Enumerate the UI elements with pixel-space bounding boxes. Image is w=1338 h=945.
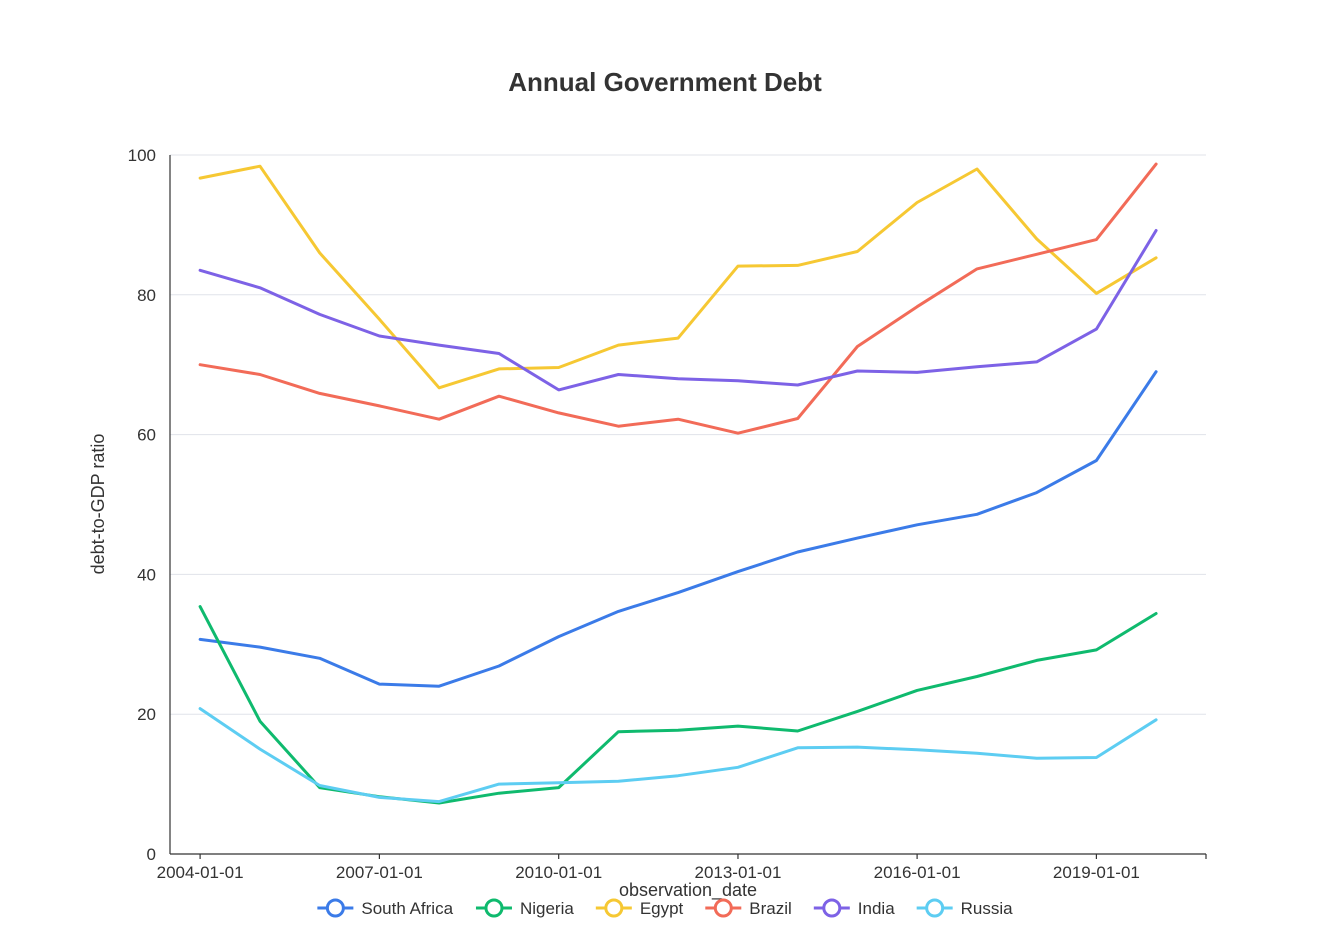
y-tick-label: 20 bbox=[137, 705, 156, 724]
y-axis-label: debt-to-GDP ratio bbox=[88, 434, 108, 575]
legend-item-russia[interactable]: Russia bbox=[916, 898, 1014, 918]
series-line-brazil bbox=[198, 162, 1158, 435]
x-axis-label: observation_date bbox=[619, 880, 757, 901]
legend-item-egypt[interactable]: Egypt bbox=[595, 898, 684, 918]
legend-marker bbox=[925, 898, 945, 918]
legend-marker bbox=[325, 898, 345, 918]
series-line-south-africa bbox=[198, 370, 1158, 688]
x-tick-labels: 2004-01-01 2007-01-01 2010-01-01 2013-01-01… bbox=[157, 863, 1140, 882]
legend-marker bbox=[604, 898, 624, 918]
series-lines bbox=[198, 162, 1158, 805]
legend-item-south-africa[interactable]: South Africa bbox=[317, 898, 454, 918]
grid-lines bbox=[170, 154, 1206, 715]
legend-label: India bbox=[858, 899, 895, 918]
y-tick-labels: 0 20 40 60 80 100 bbox=[128, 146, 156, 864]
x-tick-label: 2007-01-01 bbox=[336, 863, 423, 882]
legend-label: Russia bbox=[961, 899, 1014, 918]
legend-item-brazil[interactable]: Brazil bbox=[705, 898, 792, 918]
series-line-russia bbox=[198, 707, 1158, 804]
y-tick-label: 80 bbox=[137, 286, 156, 305]
y-tick-label: 100 bbox=[128, 146, 156, 165]
legend-marker bbox=[713, 898, 733, 918]
legend-item-nigeria[interactable]: Nigeria bbox=[475, 898, 574, 918]
y-tick-label: 60 bbox=[137, 426, 156, 445]
legend-label: South Africa bbox=[361, 899, 453, 918]
legend-label: Egypt bbox=[640, 899, 684, 918]
series-line-nigeria bbox=[198, 605, 1158, 805]
legend-marker bbox=[822, 898, 842, 918]
legend[interactable]: South Africa Nigeria Egypt Brazil India Russi… bbox=[317, 898, 1014, 918]
x-tick-label: 2013-01-01 bbox=[694, 863, 781, 882]
x-tick-label: 2004-01-01 bbox=[157, 863, 244, 882]
chart-title: Annual Government Debt bbox=[508, 67, 822, 97]
legend-marker bbox=[484, 898, 504, 918]
legend-label: Brazil bbox=[749, 899, 792, 918]
series-line-egypt bbox=[198, 164, 1158, 390]
axes bbox=[169, 155, 1207, 859]
legend-label: Nigeria bbox=[520, 899, 574, 918]
x-tick-label: 2016-01-01 bbox=[874, 863, 961, 882]
y-tick-label: 0 bbox=[147, 845, 156, 864]
legend-item-india[interactable]: India bbox=[813, 898, 895, 918]
x-tick-label: 2010-01-01 bbox=[515, 863, 602, 882]
y-tick-label: 40 bbox=[137, 565, 156, 584]
series-line-india bbox=[198, 229, 1158, 392]
x-tick-label: 2019-01-01 bbox=[1053, 863, 1140, 882]
